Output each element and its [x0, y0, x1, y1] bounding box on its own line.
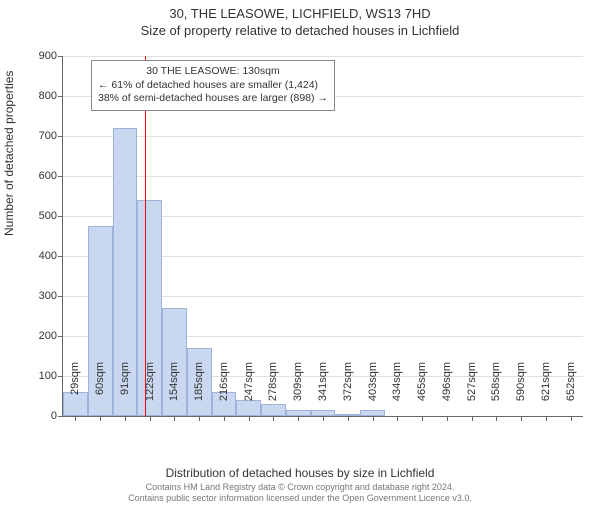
footer-line-1: Contains HM Land Registry data © Crown c… — [0, 482, 600, 493]
gridline — [63, 136, 583, 137]
annotation-line: 38% of semi-detached houses are larger (… — [98, 92, 328, 106]
xtick-label: 185sqm — [193, 362, 205, 422]
ytick-label: 900 — [39, 50, 63, 62]
xtick-label: 309sqm — [292, 362, 304, 422]
xtick-label: 465sqm — [416, 362, 428, 422]
chart-title-main: 30, THE LEASOWE, LICHFIELD, WS13 7HD — [0, 6, 600, 21]
xtick-label: 496sqm — [441, 362, 453, 422]
ytick-label: 0 — [51, 410, 63, 422]
ytick-label: 600 — [39, 170, 63, 182]
ytick-label: 800 — [39, 90, 63, 102]
footer-credit: Contains HM Land Registry data © Crown c… — [0, 482, 600, 504]
xtick-label: 434sqm — [391, 362, 403, 422]
x-axis-label: Distribution of detached houses by size … — [0, 466, 600, 480]
xtick-label: 154sqm — [168, 362, 180, 422]
ytick-label: 300 — [39, 290, 63, 302]
xtick-label: 91sqm — [119, 362, 131, 422]
ytick-label: 700 — [39, 130, 63, 142]
xtick-label: 372sqm — [342, 362, 354, 422]
ytick-label: 400 — [39, 250, 63, 262]
xtick-label: 278sqm — [267, 362, 279, 422]
annotation-line: 30 THE LEASOWE: 130sqm — [98, 65, 328, 79]
xtick-label: 621sqm — [540, 362, 552, 422]
gridline — [63, 176, 583, 177]
xtick-label: 29sqm — [69, 362, 81, 422]
xtick-label: 652sqm — [565, 362, 577, 422]
xtick-label: 216sqm — [218, 362, 230, 422]
annotation-box: 30 THE LEASOWE: 130sqm← 61% of detached … — [91, 60, 335, 111]
chart-title-sub: Size of property relative to detached ho… — [0, 23, 600, 38]
xtick-label: 341sqm — [317, 362, 329, 422]
ytick-label: 100 — [39, 370, 63, 382]
xtick-label: 403sqm — [367, 362, 379, 422]
ytick-label: 200 — [39, 330, 63, 342]
xtick-label: 558sqm — [490, 362, 502, 422]
xtick-label: 60sqm — [94, 362, 106, 422]
xtick-label: 247sqm — [243, 362, 255, 422]
y-axis-label: Number of detached properties — [2, 71, 16, 236]
xtick-label: 590sqm — [515, 362, 527, 422]
chart-plot-area: 010020030040050060070080090029sqm60sqm91… — [62, 56, 583, 417]
annotation-line: ← 61% of detached houses are smaller (1,… — [98, 79, 328, 93]
ytick-label: 500 — [39, 210, 63, 222]
xtick-label: 527sqm — [466, 362, 478, 422]
footer-line-2: Contains public sector information licen… — [0, 493, 600, 504]
gridline — [63, 56, 583, 57]
